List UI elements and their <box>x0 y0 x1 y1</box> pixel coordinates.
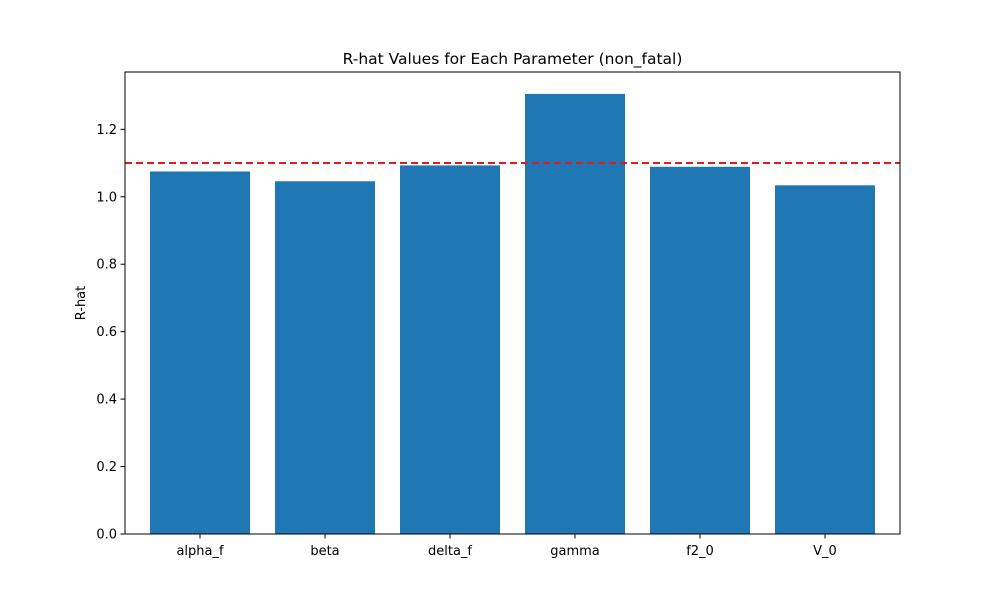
y-tick-label: 0.0 <box>96 528 117 543</box>
x-tick-label: V_0 <box>813 544 837 559</box>
y-tick-label: 0.4 <box>96 393 117 408</box>
y-tick-label: 1.2 <box>96 123 117 138</box>
bar-alpha_f <box>150 171 250 534</box>
bar-V_0 <box>775 185 875 534</box>
x-tick-label: alpha_f <box>176 544 224 559</box>
y-axis-label: R-hat <box>74 286 89 321</box>
chart-title: R-hat Values for Each Parameter (non_fat… <box>343 50 683 69</box>
axes-layer <box>124 71 901 535</box>
bars-layer <box>150 93 875 535</box>
bar-gamma <box>525 93 625 534</box>
y-tick-label: 0.2 <box>96 460 117 475</box>
x-tick-label: delta_f <box>428 544 472 559</box>
y-tick-label: 0.8 <box>96 258 117 273</box>
x-tick-label: gamma <box>550 544 600 559</box>
x-tick-label: beta <box>310 544 339 559</box>
plot-frame <box>124 71 901 535</box>
bar-f2_0 <box>650 166 750 534</box>
y-tick-label: 1.0 <box>96 190 117 205</box>
y-tick-label: 0.6 <box>96 325 117 340</box>
x-tick-label: f2_0 <box>686 544 714 559</box>
bar-delta_f <box>400 165 500 534</box>
bar-beta <box>275 181 375 535</box>
ticks-layer: 0.0 0.2 0.4 0.6 0.8 1.0 1.2 alpha_f beta delta_f g… <box>96 123 837 559</box>
